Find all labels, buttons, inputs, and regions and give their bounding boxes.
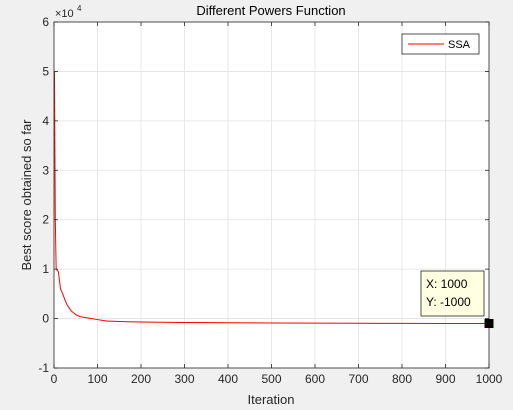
x-tick-label: 500 bbox=[261, 372, 281, 386]
y-tick-label: 3 bbox=[42, 163, 49, 177]
axis-ticks bbox=[53, 21, 490, 369]
data-tip-y-label: Y: -1000 bbox=[426, 295, 471, 309]
y-exponent-power: 4 bbox=[77, 4, 82, 13]
y-tick-label: -1 bbox=[38, 361, 49, 375]
x-tick-label: 0 bbox=[51, 372, 58, 386]
x-tick-label: 900 bbox=[435, 372, 455, 386]
x-tick-label: 700 bbox=[348, 372, 368, 386]
x-tick-label: 100 bbox=[87, 372, 107, 386]
x-axis-label: Iteration bbox=[248, 392, 295, 407]
data-tip-x-label: X: 1000 bbox=[426, 277, 468, 291]
x-tick-label: 800 bbox=[392, 372, 412, 386]
series-line-ssa bbox=[53, 71, 490, 325]
y-axis-label: Best score obtained so far bbox=[19, 119, 34, 271]
data-tip-box bbox=[420, 270, 485, 317]
y-tick-label: 2 bbox=[42, 213, 49, 227]
series-layer bbox=[53, 71, 490, 325]
y-tick-label: 5 bbox=[42, 64, 49, 78]
y-tick-labels: -1 0 1 2 3 4 5 6 bbox=[38, 15, 49, 375]
x-tick-label: 1000 bbox=[476, 372, 503, 386]
y-exponent-base: ×10 bbox=[55, 8, 74, 20]
data-tip[interactable]: X: 1000 Y: -1000 bbox=[420, 270, 494, 329]
data-tip-marker bbox=[484, 319, 494, 329]
y-tick-label: 6 bbox=[42, 15, 49, 29]
x-tick-label: 200 bbox=[131, 372, 151, 386]
y-tick-label: 1 bbox=[42, 262, 49, 276]
y-tick-label: 0 bbox=[42, 312, 49, 326]
legend[interactable]: SSA bbox=[401, 33, 480, 55]
x-tick-label: 400 bbox=[218, 372, 238, 386]
x-tick-label: 600 bbox=[305, 372, 325, 386]
y-tick-label: 4 bbox=[42, 114, 49, 128]
chart-title: Different Powers Function bbox=[196, 3, 345, 18]
x-tick-labels: 0 100 200 300 400 500 600 700 800 900 1000 bbox=[51, 372, 503, 386]
legend-label-ssa: SSA bbox=[448, 39, 471, 51]
x-tick-label: 300 bbox=[174, 372, 194, 386]
